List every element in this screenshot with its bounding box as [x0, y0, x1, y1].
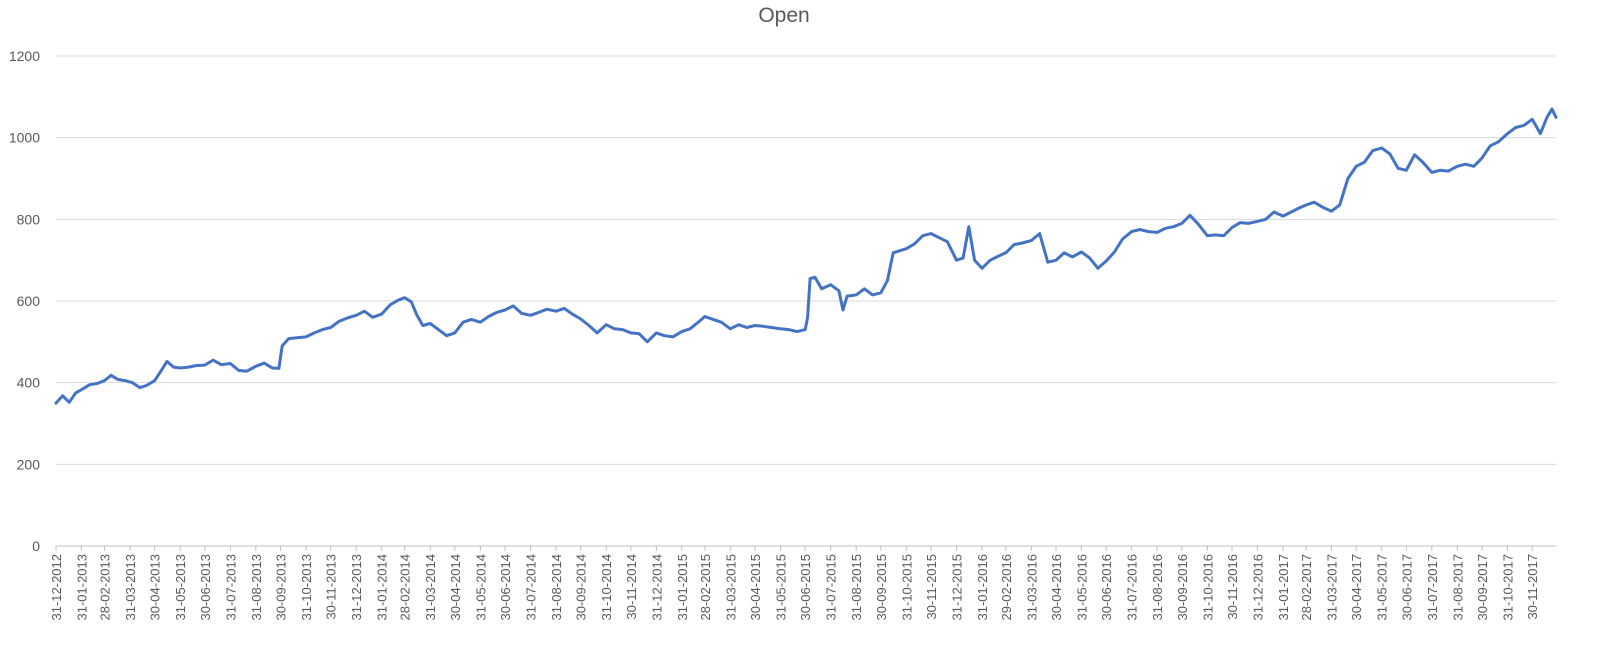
chart-title: Open — [758, 4, 810, 27]
x-tick-label: 31-08-2013 — [249, 554, 264, 621]
x-tick-label: 31-07-2017 — [1425, 554, 1440, 621]
x-tick-label: 31-12-2012 — [49, 554, 64, 621]
x-tick-label: 31-01-2015 — [675, 554, 690, 621]
x-tick-label: 28-02-2013 — [98, 554, 113, 621]
x-tick-label: 31-07-2016 — [1125, 554, 1140, 621]
y-tick-label: 1000 — [9, 130, 40, 146]
x-tick-label: 30-04-2017 — [1349, 554, 1364, 621]
x-tick-label: 31-08-2016 — [1150, 554, 1165, 621]
y-tick-label: 200 — [17, 456, 41, 472]
x-tick-label: 30-11-2016 — [1225, 554, 1240, 620]
x-tick-label: 31-12-2015 — [949, 554, 964, 621]
x-tick-label: 30-06-2015 — [798, 554, 813, 621]
x-tick-label: 31-10-2014 — [599, 554, 614, 621]
x-tick-label: 31-12-2013 — [349, 554, 364, 621]
y-tick-label: 400 — [17, 375, 41, 391]
x-tick-label: 30-06-2017 — [1399, 554, 1414, 621]
x-tick-label: 28-02-2014 — [398, 554, 413, 621]
x-tick-label: 30-04-2014 — [448, 554, 463, 621]
x-tick-label: 31-03-2013 — [123, 554, 138, 621]
x-tick-label: 30-09-2015 — [874, 554, 889, 621]
x-tick-label: 31-01-2016 — [975, 554, 990, 621]
x-tick-label: 31-10-2016 — [1200, 554, 1215, 621]
x-tick-label: 31-07-2014 — [524, 554, 539, 621]
x-tick-label: 30-06-2016 — [1099, 554, 1114, 621]
x-tick-label: 30-11-2017 — [1525, 554, 1540, 620]
x-tick-label: 30-09-2013 — [274, 554, 289, 621]
x-tick-label: 31-05-2016 — [1074, 554, 1089, 621]
x-tick-label: 31-10-2017 — [1500, 554, 1515, 621]
x-tick-label: 31-05-2013 — [173, 554, 188, 621]
y-tick-label: 600 — [17, 293, 41, 309]
x-tick-label: 28-02-2017 — [1299, 554, 1314, 621]
x-tick-label: 31-03-2017 — [1324, 554, 1339, 621]
x-tick-label: 30-11-2013 — [324, 554, 339, 620]
x-tick-label: 30-06-2014 — [498, 554, 513, 621]
x-tick-label: 30-11-2014 — [624, 554, 639, 620]
x-tick-label: 28-02-2015 — [698, 554, 713, 621]
x-tick-label: 31-08-2017 — [1450, 554, 1465, 621]
x-tick-label: 31-10-2013 — [299, 554, 314, 621]
x-tick-label: 30-11-2015 — [924, 554, 939, 620]
x-tick-label: 31-05-2014 — [473, 554, 488, 621]
x-tick-label: 31-10-2015 — [899, 554, 914, 621]
x-tick-label: 31-07-2013 — [223, 554, 238, 621]
x-tick-label: 31-03-2016 — [1024, 554, 1039, 621]
x-tick-label: 30-09-2016 — [1175, 554, 1190, 621]
x-tick-label: 31-05-2015 — [774, 554, 789, 621]
x-tick-label: 31-01-2014 — [375, 554, 390, 621]
x-tick-label: 31-07-2015 — [824, 554, 839, 621]
y-tick-label: 800 — [17, 211, 41, 227]
x-tick-label: 31-12-2016 — [1250, 554, 1265, 621]
x-tick-label: 30-09-2017 — [1475, 554, 1490, 621]
x-tick-label: 30-04-2016 — [1049, 554, 1064, 621]
y-tick-label: 1200 — [9, 48, 40, 64]
x-tick-label: 31-05-2017 — [1375, 554, 1390, 621]
x-tick-label: 31-12-2014 — [649, 554, 664, 621]
y-tick-label: 0 — [32, 538, 40, 554]
x-tick-label: 31-08-2014 — [549, 554, 564, 621]
x-tick-label: 31-08-2015 — [849, 554, 864, 621]
x-tick-label: 31-01-2013 — [74, 554, 89, 621]
x-tick-label: 30-06-2013 — [198, 554, 213, 621]
x-tick-label: 31-01-2017 — [1276, 554, 1291, 621]
series-line — [54, 107, 1558, 405]
x-tick-label: 30-04-2015 — [748, 554, 763, 621]
x-tick-label: 30-09-2014 — [574, 554, 589, 621]
x-tick-label: 29-02-2016 — [999, 554, 1014, 621]
x-tick-label: 30-04-2013 — [148, 554, 163, 621]
x-tick-label: 31-03-2015 — [723, 554, 738, 621]
x-tick-label: 31-03-2014 — [423, 554, 438, 621]
